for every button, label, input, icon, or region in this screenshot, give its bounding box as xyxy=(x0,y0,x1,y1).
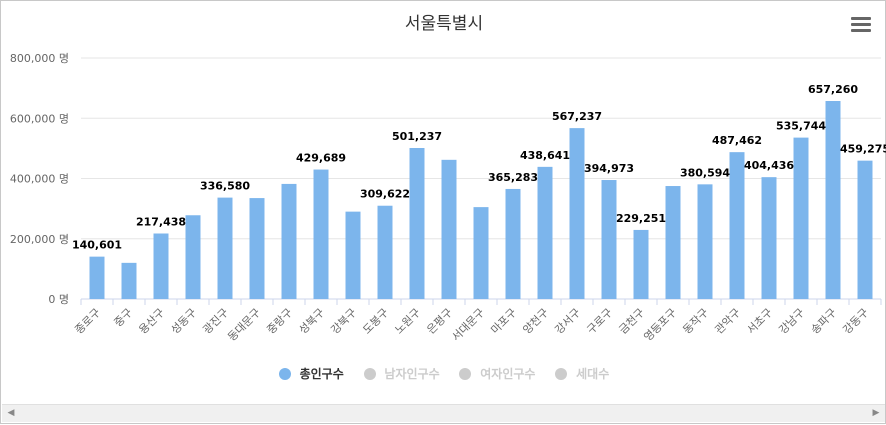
x-tick-label: 강남구 xyxy=(776,306,807,337)
x-tick-label: 강서구 xyxy=(552,306,583,337)
data-label: 140,601 xyxy=(72,239,122,252)
bar xyxy=(441,159,457,299)
legend-dot-icon xyxy=(459,367,472,380)
bar xyxy=(217,197,233,299)
legend-item-male[interactable]: 남자인구수 xyxy=(363,365,440,382)
bar xyxy=(249,198,265,299)
bar xyxy=(633,229,649,299)
bar xyxy=(313,169,329,299)
bar xyxy=(569,128,585,299)
chart-title: 서울특별시 xyxy=(404,14,484,34)
bar xyxy=(729,152,745,299)
x-tick-label: 영등포구 xyxy=(641,306,679,344)
scroll-right-icon[interactable]: ▶ xyxy=(872,408,880,418)
data-label: 429,689 xyxy=(296,152,346,165)
data-label: 309,622 xyxy=(360,188,410,201)
data-label: 336,580 xyxy=(200,180,250,193)
x-tick-label: 강동구 xyxy=(840,306,871,337)
bar xyxy=(473,207,489,299)
data-label: 567,237 xyxy=(552,110,602,123)
data-label: 487,462 xyxy=(712,134,762,147)
x-tick-label: 동작구 xyxy=(680,306,711,337)
data-label: 459,275 xyxy=(840,143,886,156)
x-tick-label: 성동구 xyxy=(168,306,199,337)
x-tick-label: 중구 xyxy=(112,306,136,330)
x-tick-label: 도봉구 xyxy=(360,306,391,337)
data-label: 394,973 xyxy=(584,162,634,175)
bar xyxy=(505,188,521,299)
y-tick-label: 200,000 명 xyxy=(10,233,69,246)
bar xyxy=(185,215,201,299)
legend-dot-icon xyxy=(555,367,568,380)
x-tick-label: 금천구 xyxy=(616,305,647,336)
bar xyxy=(665,186,681,299)
data-label: 438,641 xyxy=(520,149,570,162)
x-tick-label: 중랑구 xyxy=(264,306,295,337)
bar xyxy=(377,205,393,299)
bar xyxy=(537,166,553,299)
x-tick-label: 양천구 xyxy=(520,305,551,336)
x-tick-label: 성북구 xyxy=(296,306,327,337)
bar xyxy=(345,211,361,299)
legend-item-total[interactable]: 총인구수 xyxy=(278,365,344,382)
bar xyxy=(409,148,425,299)
bar xyxy=(825,101,841,299)
legend-dot-icon xyxy=(278,367,291,380)
data-label: 535,744 xyxy=(776,120,826,133)
y-tick-label: 400,000 명 xyxy=(10,173,69,186)
y-tick-label: 600,000 명 xyxy=(10,112,69,125)
data-label: 217,438 xyxy=(136,215,186,228)
x-tick-label: 용산구 xyxy=(136,306,167,337)
legend-item-female[interactable]: 여자인구수 xyxy=(459,365,535,382)
hamburger-menu-icon[interactable] xyxy=(851,17,871,33)
bar xyxy=(857,160,873,299)
x-tick-label: 송파구 xyxy=(808,306,839,337)
data-label: 404,436 xyxy=(744,159,794,172)
data-label: 365,283 xyxy=(488,171,538,184)
x-tick-label: 동대문구 xyxy=(225,306,263,344)
legend-dot-icon xyxy=(363,367,376,380)
x-tick-label: 종로구 xyxy=(72,306,103,337)
x-tick-label: 서대문구 xyxy=(449,306,487,344)
x-tick-label: 마포구 xyxy=(488,306,519,337)
bar xyxy=(601,180,617,299)
scroll-left-icon[interactable]: ◀ xyxy=(7,408,15,418)
bar xyxy=(121,262,137,299)
legend: 총인구수 남자인구수 여자인구수 세대수 xyxy=(1,365,886,382)
bar xyxy=(761,177,777,299)
bar xyxy=(697,184,713,299)
bar xyxy=(89,256,105,299)
data-label: 380,594 xyxy=(680,166,730,179)
data-label: 657,260 xyxy=(808,83,858,96)
legend-item-households[interactable]: 세대수 xyxy=(555,365,609,382)
data-label: 501,237 xyxy=(392,130,442,143)
bar xyxy=(153,233,169,299)
x-tick-label: 노원구 xyxy=(392,306,423,337)
x-tick-label: 강북구 xyxy=(328,306,359,337)
y-tick-label: 800,000 명 xyxy=(10,52,69,65)
data-label: 229,251 xyxy=(616,212,666,225)
bar xyxy=(793,137,809,299)
x-tick-label: 구로구 xyxy=(584,306,615,337)
y-tick-label: 0 명 xyxy=(48,293,69,306)
x-tick-label: 서초구 xyxy=(744,306,775,337)
horizontal-scrollbar[interactable]: ◀ ▶ xyxy=(2,404,885,422)
x-tick-label: 관악구 xyxy=(712,306,743,337)
bar xyxy=(281,183,297,299)
